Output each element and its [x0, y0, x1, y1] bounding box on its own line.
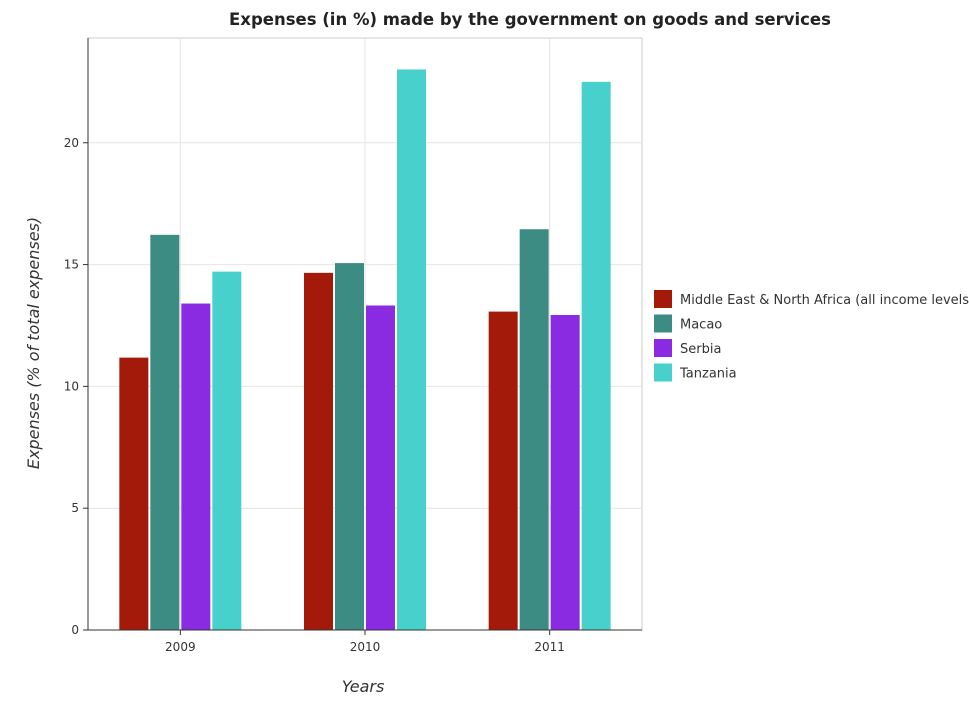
y-tick-label: 5: [71, 501, 79, 515]
bar-2011-series-3: [581, 81, 611, 630]
legend-swatch-0: [654, 290, 672, 308]
bar-2010-series-0: [304, 272, 333, 630]
legend-label-1: Macao: [680, 318, 722, 333]
bar-2009-series-2: [181, 303, 211, 630]
bar-2009-series-1: [150, 234, 180, 631]
x-tick-label: 2011: [534, 640, 565, 654]
y-tick-label: 10: [64, 379, 79, 393]
chart-title: Expenses (in %) made by the government o…: [229, 10, 831, 29]
y-tick-label: 15: [64, 258, 79, 272]
legend-swatch-1: [654, 314, 672, 333]
bar-2010-series-3: [397, 69, 426, 630]
bar-2009-series-0: [119, 357, 149, 630]
bar-2011-series-2: [550, 314, 580, 630]
x-axis-label: Years: [342, 677, 385, 696]
x-tick-label: 2010: [350, 640, 381, 654]
bar-2011-series-0: [488, 311, 518, 630]
legend-label-0: Middle East & North Africa (all income l…: [680, 293, 969, 308]
axes: 0 5 10 15 20 2009 2010 2011: [64, 38, 642, 654]
bar-2011-series-1: [519, 229, 549, 630]
legend: Middle East & North Africa (all income l…: [654, 290, 969, 382]
legend-label-2: Serbia: [680, 342, 721, 357]
x-tick-label: 2009: [165, 640, 196, 654]
legend-label-3: Tanzania: [679, 367, 737, 382]
legend-swatch-3: [654, 363, 672, 382]
legend-swatch-2: [654, 339, 672, 357]
bar-2010-series-1: [335, 263, 364, 630]
y-tick-label: 0: [71, 623, 79, 637]
bar-2010-series-2: [366, 305, 395, 630]
y-axis-label: Expenses (% of total expenses): [24, 217, 43, 469]
bars: [119, 69, 611, 631]
y-tick-label: 20: [64, 136, 79, 150]
bar-2009-series-3: [212, 271, 242, 630]
